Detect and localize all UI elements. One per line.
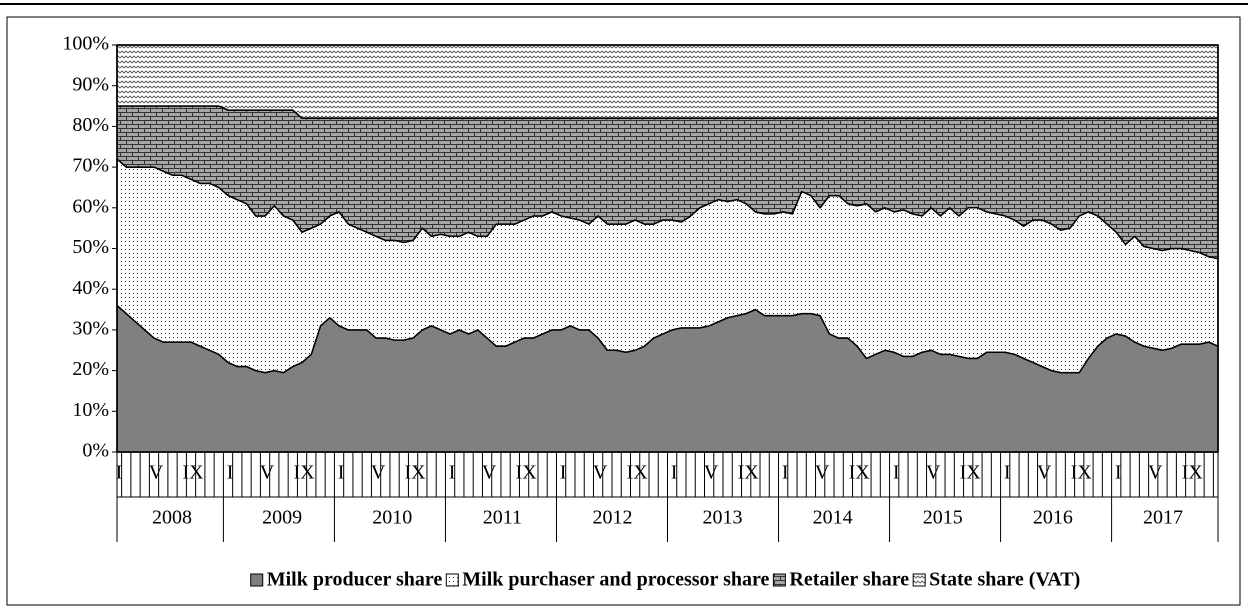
y-tick-label: 10% [72,399,109,421]
y-tick-label: 80% [72,114,109,136]
x-group-label: 2012 [592,507,632,529]
legend-text: Milk purchaser and processor share [462,569,769,591]
y-tick-label: 30% [72,317,109,339]
x-tick-label: V [926,462,941,484]
y-tick-label: 20% [72,358,109,380]
x-tick-label: IX [405,462,427,484]
x-tick-label: IX [960,462,982,484]
x-tick-label: V [482,462,497,484]
y-tick-label: 70% [72,155,109,177]
legend-text: Retailer share [789,569,909,591]
area [116,44,1219,120]
x-tick-label: I [1004,462,1011,484]
y-tick-label: 100% [62,33,109,55]
y-tick-label: 0% [82,440,109,462]
x-tick-label: I [227,462,234,484]
x-tick-label: V [1148,462,1163,484]
legend-swatch [912,573,926,587]
x-group-label: 2009 [262,507,302,529]
x-tick-label: IX [849,462,871,484]
x-group-label: 2011 [483,507,522,529]
y-tick-label: 90% [72,73,109,95]
x-tick-label: IX [182,462,204,484]
x-tick-label: V [1037,462,1052,484]
x-group-label: 2015 [923,507,963,529]
legend-swatch [250,573,264,587]
x-tick-label: I [782,462,789,484]
x-tick-label: IX [516,462,538,484]
x-tick-label: I [116,462,123,484]
x-group-label: 2014 [813,507,853,529]
x-tick-label: IX [1071,462,1093,484]
x-tick-label: IX [1182,462,1204,484]
x-group-label: 2017 [1143,507,1183,529]
x-tick-label: I [449,462,456,484]
legend-swatch [445,573,459,587]
x-tick-label: V [260,462,275,484]
y-tick-label: 60% [72,195,109,217]
x-tick-label: IX [627,462,649,484]
x-tick-label: V [371,462,386,484]
x-group-label: 2008 [152,507,192,529]
x-tick-label: I [893,462,900,484]
x-tick-label: I [560,462,567,484]
legend-text: Milk producer share [267,569,443,591]
x-group-label: 2013 [703,507,743,529]
legend-text: State share (VAT) [929,569,1080,591]
x-tick-label: IX [293,462,315,484]
legend-swatch [772,573,786,587]
x-tick-label: V [149,462,164,484]
x-tick-label: IX [738,462,760,484]
x-tick-label: V [815,462,830,484]
x-tick-label: V [704,462,719,484]
y-tick-label: 50% [72,236,109,258]
y-tick-label: 40% [72,277,109,299]
chart-frame [6,16,1241,606]
x-group-label: 2016 [1033,507,1073,529]
x-tick-label: V [593,462,608,484]
x-tick-label: I [671,462,678,484]
x-group-label: 2010 [372,507,412,529]
x-tick-label: I [338,462,345,484]
x-tick-label: I [1115,462,1122,484]
